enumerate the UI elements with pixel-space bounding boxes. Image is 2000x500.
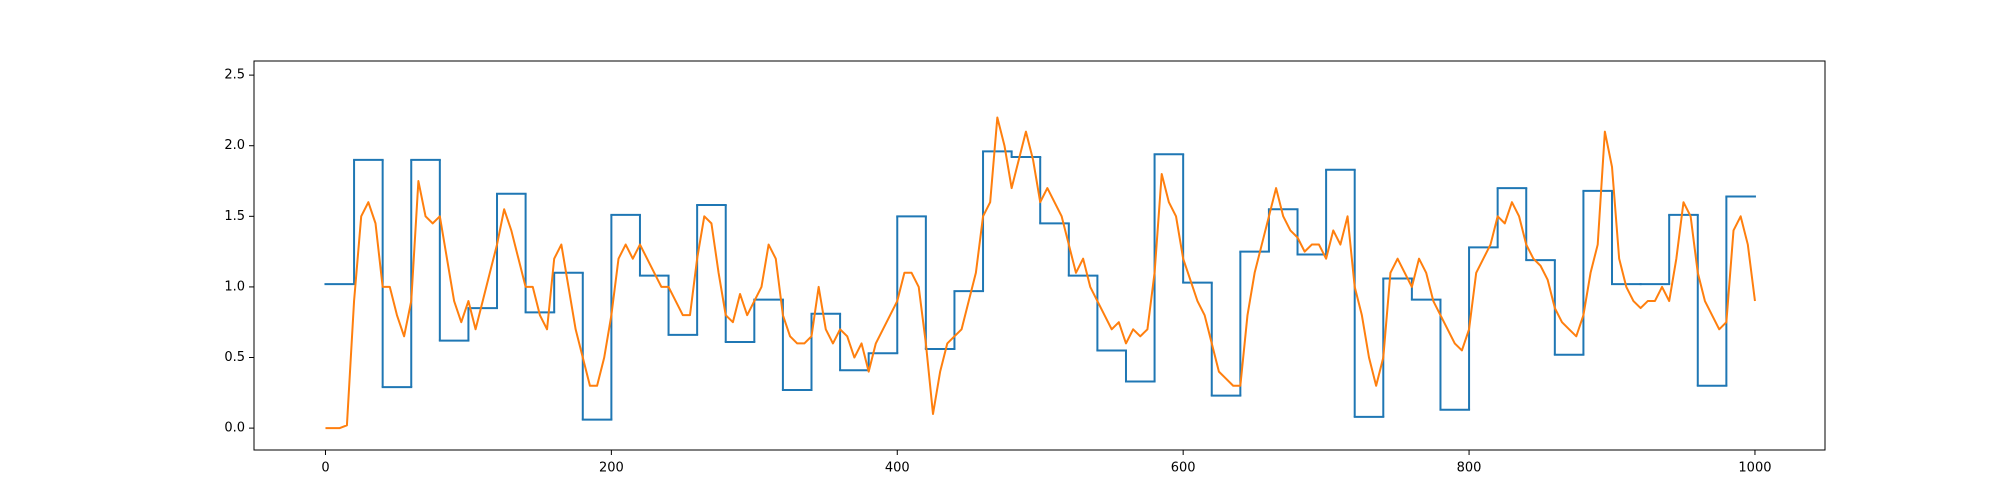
x-tick-label: 200	[599, 461, 624, 476]
x-tick-label: 1000	[1738, 461, 1771, 476]
y-tick-label: 2.5	[224, 68, 245, 83]
y-tick-label: 1.0	[224, 279, 245, 294]
x-tick-label: 600	[1171, 461, 1196, 476]
x-tick-label: 400	[885, 461, 910, 476]
x-tick-label: 0	[321, 461, 329, 476]
plot-area	[254, 61, 1825, 450]
x-tick-label: 800	[1457, 461, 1482, 476]
y-tick-label: 0.0	[224, 421, 245, 436]
y-tick-label: 2.0	[224, 138, 245, 153]
y-tick-label: 1.5	[224, 209, 245, 224]
y-tick-label: 0.5	[224, 350, 245, 365]
axes-frame	[253, 60, 1826, 451]
line	[325, 116, 1756, 430]
